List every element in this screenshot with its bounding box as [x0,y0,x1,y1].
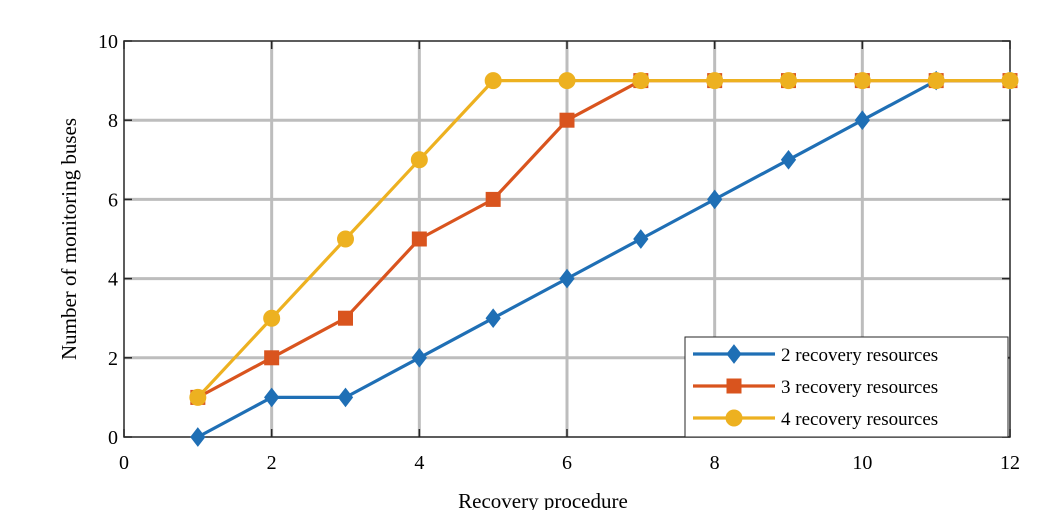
data-point [337,387,354,408]
data-point [264,387,280,408]
legend-entry: 2 recovery resources [693,344,938,366]
legend-entry: 4 recovery resources [693,409,938,430]
y-tick-label: 0 [108,427,118,449]
data-point [559,268,575,289]
data-point [263,309,281,327]
data-point [411,231,427,247]
x-tick-label: 10 [852,452,872,474]
series-group [189,70,1019,447]
data-point [410,151,428,169]
data-point [707,189,723,210]
y-tick-label: 8 [108,110,118,132]
x-tick-label: 12 [1000,452,1020,474]
data-point [780,72,797,90]
data-point [485,308,501,329]
data-point [558,72,576,90]
data-point [1001,72,1019,90]
data-point [337,230,354,248]
series-3 [189,72,1019,406]
data-point [780,149,797,170]
y-tick-label: 10 [98,31,118,53]
data-point [706,72,724,90]
legend: 2 recovery resources 3 recovery resources… [684,336,1009,438]
legend-marker [726,344,742,364]
x-axis-label: Recovery procedure [458,489,628,510]
legend-label: 3 recovery resources [781,377,938,398]
data-point [411,347,427,368]
x-tick-label: 0 [119,452,129,474]
data-point [633,229,649,249]
legend-label: 2 recovery resources [781,345,938,366]
data-point [190,427,206,447]
y-axis-ticks: 0 2 4 6 8 10 [98,31,1010,449]
data-point [485,191,501,207]
data-point [853,72,871,90]
x-tick-label: 2 [267,452,277,474]
legend-label: 4 recovery resources [781,409,938,430]
data-point [632,72,650,90]
data-point [484,72,502,90]
x-tick-label: 4 [414,452,424,474]
data-point [264,350,280,366]
data-point [559,112,575,128]
legend-marker [725,409,743,427]
x-tick-label: 6 [562,452,572,474]
y-axis-label: Number of monitoring buses [57,118,81,360]
data-point [189,388,207,406]
legend-marker [726,378,742,394]
y-tick-label: 6 [108,189,118,211]
y-tick-label: 2 [108,348,118,370]
data-point [854,110,870,131]
data-point [338,310,353,326]
series-line [196,78,1010,399]
data-point [927,72,945,90]
x-tick-label: 8 [710,452,720,474]
series-line [197,78,1010,439]
legend-entry: 3 recovery resources [693,377,938,398]
y-tick-label: 4 [108,269,118,291]
